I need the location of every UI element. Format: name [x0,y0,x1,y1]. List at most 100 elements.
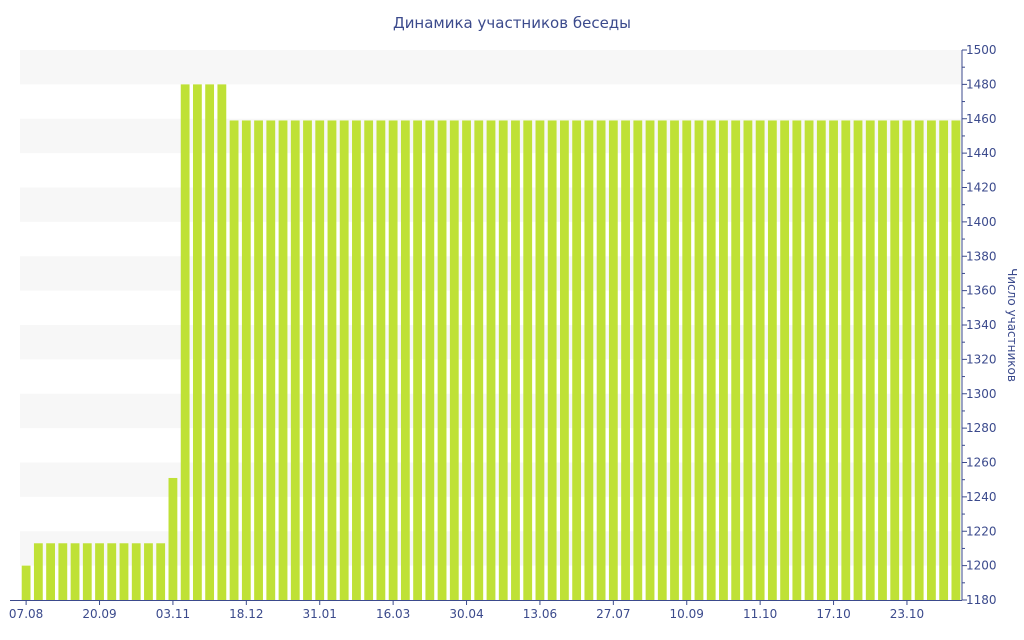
bar[interactable] [853,120,863,600]
bar[interactable] [890,120,900,600]
bar[interactable] [339,120,349,600]
bar[interactable] [927,120,936,600]
bar[interactable] [449,120,459,600]
bar[interactable] [376,120,386,600]
x-axis: 07.08 20.09 03.11 18.12 31.01 16.03 30.04 13.06… [9,600,962,621]
bar[interactable] [633,120,643,600]
bar[interactable] [241,120,251,600]
bar[interactable] [388,120,398,600]
x-tick-label: 11.10 [743,607,777,621]
bar[interactable] [523,120,533,600]
bar[interactable] [290,120,300,600]
bar[interactable] [706,120,716,600]
bar[interactable] [156,543,166,600]
x-tick-label: 07.08 [9,607,43,621]
bar[interactable] [192,84,202,601]
bar[interactable] [205,84,215,601]
bar[interactable] [462,120,471,600]
bar[interactable] [107,543,117,600]
x-tick-label: 27.07 [596,607,630,621]
bar[interactable] [608,120,618,600]
bar[interactable] [865,120,875,600]
bar[interactable] [829,120,838,600]
bar[interactable] [144,543,153,600]
bar[interactable] [939,120,949,600]
bar[interactable] [364,120,374,600]
bar[interactable] [792,120,802,600]
x-tick-label: 16.03 [376,607,410,621]
bar[interactable] [841,120,851,600]
bar[interactable] [70,543,80,600]
bar[interactable] [400,120,410,600]
bar[interactable] [816,120,826,600]
bar[interactable] [719,120,728,600]
x-tick-label: 03.11 [156,607,190,621]
bar[interactable] [767,120,777,600]
bar[interactable] [229,120,239,600]
x-tick-label: 20.09 [82,607,116,621]
bar[interactable] [682,120,692,600]
bar[interactable] [731,120,741,600]
y-tick-label: 1180 [966,593,997,607]
bar[interactable] [315,120,325,600]
bar[interactable] [804,120,814,600]
bar[interactable] [486,120,496,600]
bar[interactable] [547,120,557,600]
y-tick-label: 1500 [966,43,997,57]
bar[interactable] [498,120,508,600]
bar[interactable] [21,565,31,601]
bar[interactable] [511,120,520,600]
x-tick-label: 31.01 [303,607,337,621]
x-tick-label: 30.04 [449,607,483,621]
bar[interactable] [902,120,912,600]
bar[interactable] [755,120,765,600]
bar[interactable] [572,120,582,600]
y-tick-label: 1440 [966,146,997,160]
bar[interactable] [780,120,790,600]
bar[interactable] [33,543,43,600]
bar[interactable] [131,543,141,600]
bar[interactable] [645,120,655,600]
y-tick-label: 1460 [966,112,997,126]
bar[interactable] [352,120,361,600]
y-tick-label: 1280 [966,421,997,435]
bar[interactable] [119,543,129,600]
bar[interactable] [180,84,190,601]
bar[interactable] [46,543,55,600]
y-tick-label: 1240 [966,490,997,504]
bar[interactable] [535,120,545,600]
bar[interactable] [657,120,667,600]
y-tick-label: 1400 [966,215,997,229]
bar[interactable] [914,120,924,600]
bar[interactable] [168,477,178,600]
bar[interactable] [254,120,263,600]
y-tick-label: 1320 [966,352,997,366]
bar[interactable] [951,120,961,600]
bar[interactable] [584,120,594,600]
bar[interactable] [82,543,92,600]
bar[interactable] [303,120,312,600]
bar[interactable] [743,120,753,600]
y-axis-label: Число участников [1005,268,1019,382]
bar[interactable] [217,84,227,601]
bar[interactable] [474,120,484,600]
bar[interactable] [266,120,276,600]
bar[interactable] [694,120,704,600]
x-tick-label: 13.06 [523,607,557,621]
bar[interactable] [560,120,569,600]
bar[interactable] [670,120,679,600]
bar[interactable] [596,120,606,600]
bar[interactable] [278,120,288,600]
bar[interactable] [327,120,337,600]
bar[interactable] [425,120,435,600]
bar[interactable] [58,543,68,600]
bar[interactable] [413,120,422,600]
bar[interactable] [621,120,630,600]
bar[interactable] [95,543,104,600]
bar[interactable] [878,120,887,600]
y-axis: 1180 1200 1220 1240 1260 1280 1300 1320 1340 1360… [961,43,997,607]
bars [21,84,961,601]
bar[interactable] [437,120,447,600]
